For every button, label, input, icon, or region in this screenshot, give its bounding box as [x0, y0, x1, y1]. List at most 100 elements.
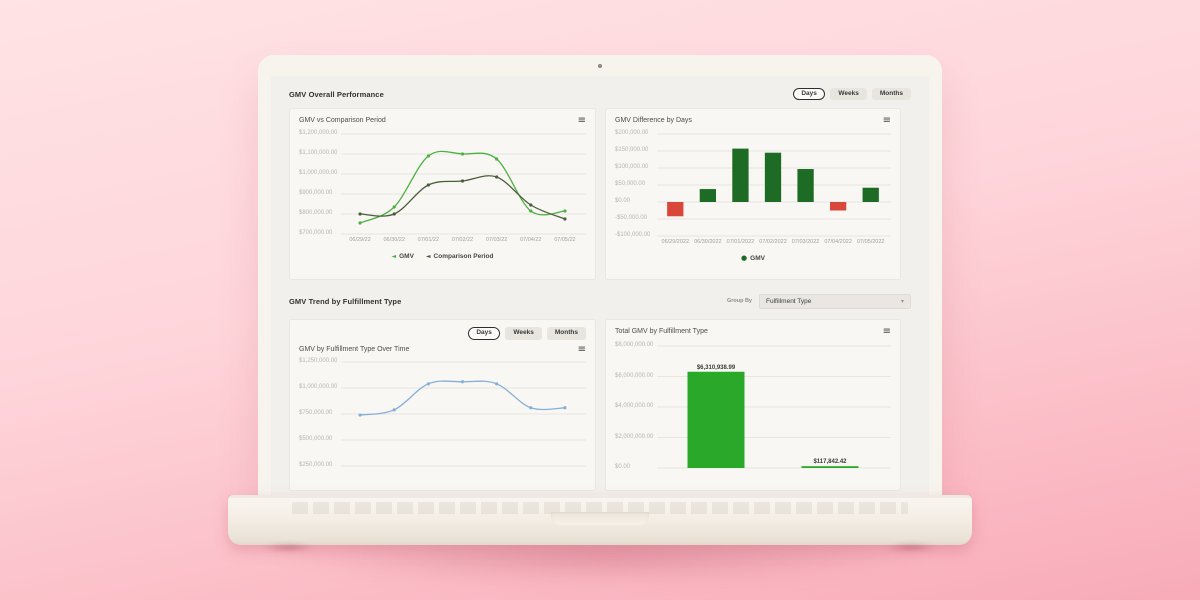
group-by-label: Group By [726, 298, 752, 304]
x-axis-tick: 07/02/2022 [759, 239, 787, 245]
x-axis-tick: 06/30/2022 [694, 239, 722, 245]
comparison-series-marker-icon: ◄ [425, 252, 431, 260]
fulfillment-over-time-chart[interactable]: $1,250,000.00 $1,000,000.00 $750,000.00 $50… [299, 357, 586, 471]
y-axis-tick: $0.00 [615, 198, 631, 204]
legend-label: GMV [399, 253, 414, 260]
group-by-control: Group By Fulfillment Type ▾ [726, 293, 911, 309]
x-axis-tick: 07/03/22 [485, 237, 508, 243]
x-axis-tick: 07/05/22 [554, 237, 576, 243]
trackpad-notch [551, 512, 649, 525]
card-period-toggle-group: Days Weeks Months [299, 327, 586, 340]
webcam-icon [598, 64, 602, 68]
y-axis-tick: $800,000.00 [299, 210, 333, 216]
laptop-mockup: GMV Overall Performance Days Weeks Month… [228, 55, 972, 585]
x-axis-tick: 07/04/2022 [824, 239, 852, 245]
gmv-series-marker-icon: ● [741, 254, 748, 262]
y-axis-tick: $6,000,000.00 [615, 372, 654, 379]
svg-text:$6,310,938.99: $6,310,938.99 [697, 365, 736, 371]
y-axis-tick: $700,000.00 [299, 230, 333, 236]
y-axis-tick: $750,000.00 [299, 409, 333, 416]
y-axis-tick: $900,000.00 [299, 190, 333, 196]
days-toggle[interactable]: Days [467, 327, 501, 340]
y-axis-tick: $8,000,000.00 [615, 342, 654, 348]
card-header: GMV by Fulfillment Type Over Time ≡ [299, 344, 586, 355]
total-gmv-chart[interactable]: $6,310,938.99 $117,842.42 $8,000,000.00 $6,… [615, 341, 891, 473]
card-header: GMV Difference by Days ≡ [615, 115, 891, 126]
laptop-keyboard-deck [228, 495, 972, 545]
chart-title: GMV vs Comparison Period [299, 117, 386, 124]
y-axis-tick: $4,000,000.00 [615, 403, 654, 409]
y-axis-tick: $1,000,000.00 [299, 170, 338, 176]
gmv-difference-chart[interactable]: $200,000.00 $150,000.00 $100,000.00 $50,000… [615, 129, 891, 249]
group-by-value: Fulfillment Type [766, 297, 812, 305]
chart-title: Total GMV by Fulfillment Type [615, 328, 708, 335]
fulfillment-over-time-card: Days Weeks Months GMV by Fulfillment Typ… [289, 319, 596, 491]
gmv-series-marker-icon: ◄ [391, 252, 397, 260]
gmv-vs-comparison-card: GMV vs Comparison Period ≡ $1,200,000.00… [289, 108, 596, 280]
svg-text:$117,842.42: $117,842.42 [813, 459, 847, 465]
hamburger-menu-icon[interactable]: ≡ [577, 115, 586, 126]
y-axis-tick: $200,000.00 [615, 130, 649, 136]
days-toggle[interactable]: Days [792, 87, 826, 101]
chart-legend: ◄ GMV ◄ Comparison Period [299, 251, 586, 262]
laptop-hinge [228, 495, 972, 498]
y-axis-tick: $250,000.00 [299, 461, 333, 468]
x-axis-tick: 07/01/2022 [726, 239, 755, 245]
x-axis-tick: 07/04/22 [520, 237, 542, 243]
hamburger-menu-icon[interactable]: ≡ [882, 326, 891, 337]
keyboard-keys [292, 502, 908, 514]
y-axis-tick: $1,250,000.00 [299, 357, 338, 364]
x-axis-tick: 06/30/22 [383, 237, 405, 243]
y-axis-tick: $500,000.00 [299, 435, 333, 442]
y-axis-tick: $2,000,000.00 [615, 433, 654, 440]
charts-row-1: GMV vs Comparison Period ≡ $1,200,000.00… [289, 108, 911, 280]
y-axis-tick: $0.00 [615, 464, 631, 470]
y-axis-tick: -$50,000.00 [615, 215, 648, 221]
card-header: Total GMV by Fulfillment Type ≡ [615, 326, 891, 337]
period-toggle-group: Days Weeks Months [792, 87, 911, 101]
card-header: GMV vs Comparison Period ≡ [299, 115, 586, 126]
hamburger-menu-icon[interactable]: ≡ [882, 115, 891, 126]
total-gmv-card: Total GMV by Fulfillment Type ≡ $6,310,9… [605, 319, 901, 491]
y-axis-tick: $1,000,000.00 [299, 383, 338, 390]
laptop-screen: GMV Overall Performance Days Weeks Month… [258, 55, 942, 497]
chart-title: GMV by Fulfillment Type Over Time [299, 345, 410, 353]
gmv-difference-card: GMV Difference by Days ≡ $200,000.00 $150… [605, 108, 901, 280]
chevron-down-icon: ▾ [900, 297, 904, 305]
weeks-toggle[interactable]: Weeks [505, 327, 542, 340]
months-toggle[interactable]: Months [871, 88, 911, 100]
legend-item-gmv[interactable]: ◄ GMV [391, 253, 413, 260]
y-axis-tick: $100,000.00 [615, 164, 649, 170]
chart-title: GMV Difference by Days [615, 117, 692, 124]
x-axis-tick: 07/03/2022 [791, 239, 820, 245]
x-axis-tick: 07/05/2022 [856, 239, 885, 245]
weeks-toggle[interactable]: Weeks [830, 88, 867, 100]
hamburger-menu-icon[interactable]: ≡ [577, 343, 586, 355]
x-axis-tick: 07/01/22 [417, 237, 440, 243]
section2-header: GMV Trend by Fulfillment Type Group By F… [289, 293, 911, 309]
x-axis-tick: 06/29/2022 [661, 239, 690, 245]
x-axis-tick: 07/02/22 [451, 237, 474, 243]
page-title: GMV Overall Performance [289, 89, 384, 99]
months-toggle[interactable]: Months [546, 327, 586, 340]
y-axis-tick: $50,000.00 [615, 181, 646, 187]
chart-legend: ● GMV [615, 253, 891, 264]
y-axis-tick: -$100,000.00 [615, 232, 651, 238]
legend-label: Comparison Period [433, 253, 494, 260]
y-axis-tick: $150,000.00 [615, 147, 649, 153]
laptop-foot-shadow [262, 543, 316, 552]
section2-title: GMV Trend by Fulfillment Type [289, 296, 402, 306]
legend-label: GMV [750, 255, 765, 262]
legend-item-gmv[interactable]: ● GMV [741, 254, 765, 263]
group-by-select[interactable]: Fulfillment Type ▾ [759, 293, 911, 309]
laptop-foot-shadow [884, 543, 938, 552]
dashboard: GMV Overall Performance Days Weeks Month… [271, 76, 929, 497]
y-axis-tick: $1,100,000.00 [299, 150, 338, 156]
gmv-vs-comparison-chart[interactable]: $1,200,000.00 $1,100,000.00 $1,000,000.00 $… [299, 129, 586, 247]
x-axis-tick: 06/29/22 [349, 237, 371, 243]
y-axis-tick: $1,200,000.00 [299, 130, 338, 136]
section1-header: GMV Overall Performance Days Weeks Month… [289, 86, 911, 102]
charts-row-2: Days Weeks Months GMV by Fulfillment Typ… [289, 319, 911, 491]
legend-item-comparison-period[interactable]: ◄ Comparison Period [426, 253, 494, 260]
